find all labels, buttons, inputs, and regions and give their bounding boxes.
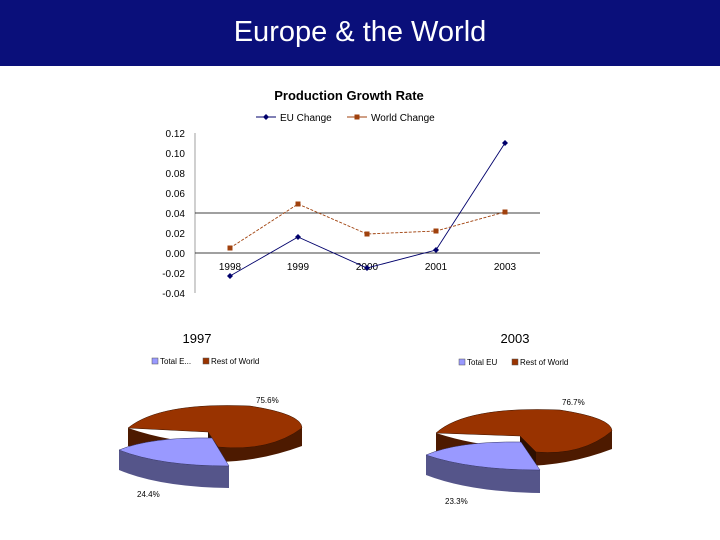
line-chart-title: Production Growth Rate bbox=[274, 88, 424, 103]
y-axis-ticks: 0.12 0.10 0.08 0.06 0.04 0.02 0.00 -0.02 -0.04 bbox=[162, 129, 185, 300]
x-tick-label: 2003 bbox=[494, 262, 517, 273]
pie-1997-title: 1997 bbox=[183, 331, 212, 346]
line-plot: 19981999200020012003 bbox=[194, 133, 540, 293]
y-tick-label: 0.04 bbox=[166, 209, 186, 220]
pie-2003-slice-eu-side bbox=[426, 455, 540, 493]
eu-change-point bbox=[295, 234, 301, 240]
pie-1997-legend-eu-swatch bbox=[151, 357, 159, 365]
title-bar: Europe & the World bbox=[0, 0, 720, 66]
pie-2003-legend-eu-swatch bbox=[458, 358, 466, 366]
eu-change-line bbox=[229, 142, 506, 277]
eu-change-point bbox=[227, 273, 233, 279]
legend-eu-label: EU Change bbox=[280, 113, 332, 124]
eu-change-point bbox=[433, 247, 439, 253]
y-tick-label: 0.02 bbox=[166, 229, 186, 240]
y-tick-label: -0.04 bbox=[162, 289, 185, 300]
y-tick-label: 0.06 bbox=[166, 189, 186, 200]
pie-2003-title: 2003 bbox=[501, 331, 530, 346]
y-tick-label: 0.00 bbox=[166, 249, 186, 260]
pie-2003-slice-eu bbox=[425, 441, 541, 471]
pie-2003-rest-value: 76.7% bbox=[562, 398, 585, 407]
pie-2003-slice-rest bbox=[435, 409, 613, 453]
legend-world-label: World Change bbox=[371, 113, 435, 124]
x-tick-label: 1998 bbox=[219, 262, 242, 273]
world-change-point bbox=[295, 201, 301, 207]
eu-change-point bbox=[502, 140, 508, 146]
pie-1997-legend-eu: Total E... bbox=[160, 357, 191, 366]
world-change-point bbox=[227, 245, 233, 251]
y-tick-label: 0.12 bbox=[166, 129, 186, 140]
slide-title: Europe & the World bbox=[233, 16, 487, 48]
world-change-point bbox=[433, 228, 439, 234]
legend-eu-marker bbox=[263, 114, 269, 120]
y-tick-label: -0.02 bbox=[162, 269, 185, 280]
pie-1997-slice-eu-side bbox=[119, 450, 229, 488]
pie-1997-slice-rest bbox=[127, 405, 303, 449]
pie-2003-eu-value: 23.3% bbox=[445, 497, 468, 506]
pie-1997-eu-value: 24.4% bbox=[137, 490, 160, 499]
pie-2003-legend-rest-swatch bbox=[511, 358, 519, 366]
world-change-point bbox=[502, 209, 508, 215]
pie-1997-legend-rest-swatch bbox=[202, 357, 210, 365]
pie-2003-legend-eu: Total EU bbox=[467, 358, 497, 367]
pie-1997 bbox=[118, 405, 303, 488]
eu-change-point bbox=[364, 265, 370, 271]
world-change-line bbox=[229, 203, 506, 249]
x-tick-label: 1999 bbox=[287, 262, 310, 273]
y-tick-label: 0.10 bbox=[166, 149, 186, 160]
pie-1997-rest-value: 75.6% bbox=[256, 396, 279, 405]
pie-2003-legend-rest: Rest of World bbox=[520, 358, 568, 367]
legend-world-marker bbox=[354, 114, 360, 120]
world-change-point bbox=[364, 231, 370, 237]
x-tick-label: 2001 bbox=[425, 262, 448, 273]
y-tick-label: 0.08 bbox=[166, 169, 186, 180]
pie-1997-slice-eu bbox=[118, 437, 230, 467]
pie-1997-legend-rest: Rest of World bbox=[211, 357, 259, 366]
pie-2003 bbox=[425, 409, 613, 493]
